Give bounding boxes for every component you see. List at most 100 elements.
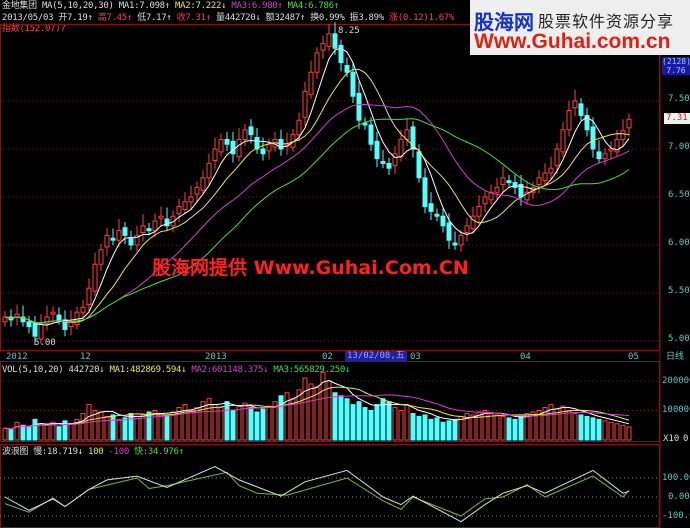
volume-bar [218,407,224,441]
volume-bar [386,401,392,441]
candle-body [506,180,512,184]
candle-body [86,287,92,306]
volume-bar [344,398,350,441]
volume-bar [506,417,512,441]
osc-p100: 100 [88,447,104,457]
price-tick: 7.50 [668,94,690,104]
vol-unit: X10 [663,434,680,444]
candle-body [494,186,500,193]
volume-bar [200,401,206,441]
price-tick: 5.50 [668,286,690,296]
candle-body [254,136,260,150]
candle-body [602,153,608,160]
candle-body [308,71,314,95]
volume-bar [608,421,614,441]
volume-ma5-line [4,379,630,430]
price-tick: 7.00 [668,142,690,152]
candle-body [470,215,476,230]
volume-bar [260,408,266,441]
candle-body [56,314,62,321]
volume-bar [272,401,278,441]
volume-bar [584,415,590,441]
candle-body [122,227,128,236]
volume-bar [44,424,50,441]
volume-bar [134,415,140,441]
volume-bar [602,420,608,441]
candle-body [476,206,482,217]
volume-bar [626,426,632,441]
candle-body [572,100,578,109]
volume-bar [182,404,188,441]
candle-body [452,242,458,246]
price-tick: 5.00 [668,334,690,344]
center-watermark: 股海网提供 Www.Guhai.Com.CN [152,257,469,279]
volume-bar [518,415,524,441]
candle-body [410,126,416,150]
volume-bar [140,414,146,441]
candle-body [428,203,434,212]
volume-bar [206,398,212,441]
osc-tick: 100.00 [662,473,690,483]
vol-zero: 0 [683,434,689,444]
volume-bar [350,404,356,441]
candle-body [134,234,140,246]
candle-body [44,316,50,325]
guhai-logo: 股海网 股票软件资源分享 Www.Guhai.com.cn [470,0,690,55]
candle-body [218,138,224,153]
price-box-top: (2128) [662,57,690,66]
candle-body [164,218,170,227]
volume-bar [98,411,104,441]
candle-body [200,177,206,191]
price-box: (2128) 7.76 [662,57,690,75]
volume-bar [590,417,596,441]
volume-bar [146,411,152,441]
candle-body [524,191,530,201]
candle-body [110,237,116,241]
candle-body [362,122,368,126]
volume-bar [596,418,602,441]
volume-bar [62,420,68,441]
ma1-value: MA1:7.098↑ [118,1,170,11]
candle-body [212,148,218,162]
candle-body [236,138,242,158]
quote-volume: 量442720↓ [216,13,261,23]
price-tick: 6.00 [668,238,690,248]
volume-bar [8,429,14,441]
volume-bar [398,410,404,441]
volume-bar [164,414,170,441]
volume-ma20-line [4,394,630,430]
quote-change: 涨(0.12)1.67% [389,13,455,23]
volume-bar [464,412,470,441]
candle-body [32,323,38,337]
quote-index: 指数(152.07)7 [2,24,66,34]
candle-body [560,129,566,153]
time-label: 02 [322,352,333,362]
candle-body [566,110,572,131]
current-price-marker: 7.31 [664,113,690,124]
volume-bar [320,371,326,441]
volume-ma10-line [4,386,630,430]
volume-bar [110,414,116,441]
candle-body [128,237,134,246]
ma-label: MA(5,10,20,30) [41,1,114,11]
quote-line: 2013/05/03 开7.19↑ 高7.45↑ 低7.17↑ 收7.31↑ 量… [2,13,468,35]
volume-bar [374,404,380,441]
candle-body [104,234,110,248]
candle-body [344,64,350,73]
volume-bar [278,395,284,441]
volume-bar [104,415,110,441]
candle-body [440,215,446,227]
candle-body [260,148,266,155]
candle-body [98,249,104,265]
volume-bar [50,421,56,441]
quote-amount: 额32487↑ [265,13,306,23]
volume-bar [122,417,128,441]
volume-bar [500,415,506,441]
volume-bar [524,412,530,441]
period-label[interactable]: 日线 [666,352,685,362]
volume-bar [92,410,98,441]
volume-bar [566,410,572,441]
volume-bar [614,423,620,441]
candle-body [578,103,584,116]
